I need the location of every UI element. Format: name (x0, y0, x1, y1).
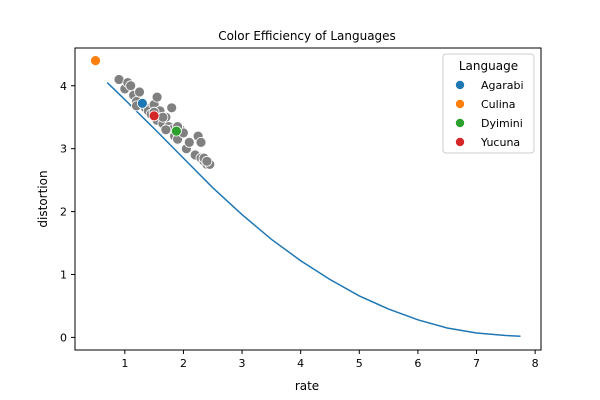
x-tick-label: 3 (239, 357, 246, 370)
language-point-dyimini (170, 125, 182, 137)
x-tick-label: 4 (297, 357, 304, 370)
x-axis-label: rate (295, 379, 319, 393)
data-point (195, 136, 207, 148)
legend: Language Agarabi Culina Dyimini Yucuna (442, 53, 535, 154)
language-point-agarabi (136, 98, 148, 109)
data-point (134, 86, 145, 98)
axes: 1 2 3 4 5 6 7 8 0 1 2 3 4 (60, 47, 542, 370)
axes-frame (74, 47, 542, 351)
x-tick-label: 2 (180, 357, 187, 370)
legend-entry-yucuna: Yucuna (480, 136, 520, 149)
x-tick-label: 5 (356, 357, 363, 370)
y-tick-label: 4 (60, 80, 67, 93)
data-point (157, 111, 169, 123)
x-tick-label: 6 (414, 357, 421, 370)
x-tick-label: 7 (473, 357, 480, 370)
y-tick-label: 1 (60, 269, 67, 282)
x-tick-label: 1 (121, 357, 128, 370)
legend-title: Language (459, 59, 518, 73)
efficiency-curve (106, 82, 521, 337)
language-point-culina (90, 55, 101, 66)
legend-marker-agarabi (455, 80, 465, 90)
legend-entry-agarabi: Agarabi (481, 79, 524, 92)
y-tick-label: 2 (60, 206, 67, 219)
y-tick-label: 0 (60, 331, 67, 344)
legend-entry-dyimini: Dyimini (481, 117, 523, 130)
y-axis-label: distortion (36, 170, 50, 227)
legend-box (442, 53, 535, 154)
y-tick-label: 3 (60, 143, 67, 156)
legend-marker-yucuna (455, 137, 465, 147)
language-point-yucuna (148, 110, 160, 122)
plot-area (90, 55, 521, 337)
data-point (201, 155, 213, 167)
data-point (160, 124, 172, 136)
legend-marker-culina (455, 99, 465, 109)
data-point (183, 136, 195, 148)
data-point (125, 80, 137, 92)
data-point (151, 91, 163, 103)
legend-marker-dyimini (455, 118, 465, 128)
x-tick-label: 8 (532, 357, 539, 370)
data-point (166, 102, 178, 114)
legend-entry-culina: Culina (481, 98, 515, 111)
chart-title: Color Efficiency of Languages (218, 29, 396, 43)
